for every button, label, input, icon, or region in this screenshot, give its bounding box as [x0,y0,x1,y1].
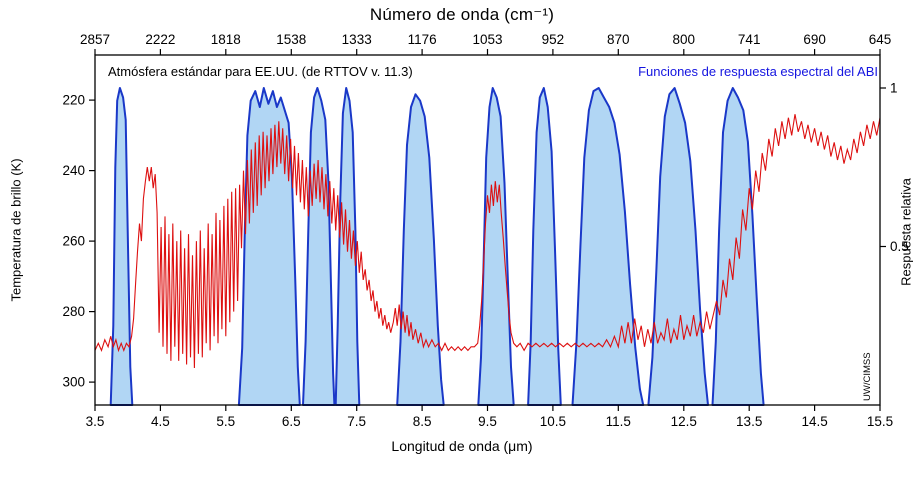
watermark: UW/CIMSS [862,352,873,401]
response-tick-label: 0.5 [890,239,909,254]
annotation-standard-atmosphere: Atmósfera estándar para EE.UU. (de RTTOV… [108,64,413,79]
wavelength-tick-label: 7.5 [347,414,366,429]
temperature-axis-title: Temperatura de brillo (K) [8,158,24,302]
wavenumber-axis-title: Número de onda (cm⁻¹) [369,5,555,24]
wavenumber-tick-label: 870 [607,32,630,47]
temperature-tick-label: 280 [62,304,85,319]
annotation-abi-srf: Funciones de respuesta espectral del ABI [638,64,878,79]
wavenumber-tick-label: 800 [673,32,696,47]
wavelength-tick-label: 14.5 [801,414,827,429]
abi-band-shape [109,87,134,406]
abi-band-shape [571,87,645,406]
wavelength-tick-label: 10.5 [540,414,566,429]
wavenumber-tick-label: 2857 [80,32,110,47]
wavenumber-tick-label: 1818 [211,32,241,47]
wavenumber-tick-label: 1176 [408,32,437,47]
wavelength-axis-title: Longitud de onda (μm) [391,438,533,454]
brightness-temperature-line [94,114,881,369]
temperature-tick-label: 300 [62,375,85,390]
wavelength-tick-label: 8.5 [413,414,432,429]
response-tick-label: 1 [890,81,898,96]
wavelength-tick-label: 11.5 [606,414,631,429]
wavenumber-tick-label: 952 [542,32,565,47]
abi-band-shape [527,87,562,406]
wavelength-tick-label: 15.5 [867,414,893,429]
wavelength-tick-label: 4.5 [151,414,170,429]
wavelength-tick-label: 12.5 [671,414,697,429]
abi-band-shape [396,93,445,406]
wavenumber-tick-label: 741 [738,32,761,47]
response-axis-title: Respuesta relativa [898,178,914,286]
temperature-tick-label: 260 [62,234,85,249]
abi-band-shape [237,87,301,406]
temperature-tick-label: 220 [62,93,85,108]
abi-band-shape [711,87,765,406]
wavenumber-tick-label: 1333 [342,32,372,47]
wavelength-tick-label: 3.5 [86,414,105,429]
abi-band-shape [647,87,709,406]
wavenumber-tick-label: 645 [869,32,892,47]
wavelength-tick-label: 13.5 [736,414,762,429]
wavelength-tick-label: 9.5 [478,414,497,429]
wavelength-tick-label: 6.5 [282,414,301,429]
wavenumber-tick-label: 1053 [472,32,502,47]
wavenumber-tick-label: 690 [803,32,826,47]
wavenumber-tick-label: 2222 [145,32,175,47]
wavenumber-tick-label: 1538 [276,32,306,47]
abi-band-shape [302,87,336,406]
wavelength-tick-label: 5.5 [216,414,235,429]
abi-band-shape [477,87,515,406]
temperature-tick-label: 240 [62,163,85,178]
